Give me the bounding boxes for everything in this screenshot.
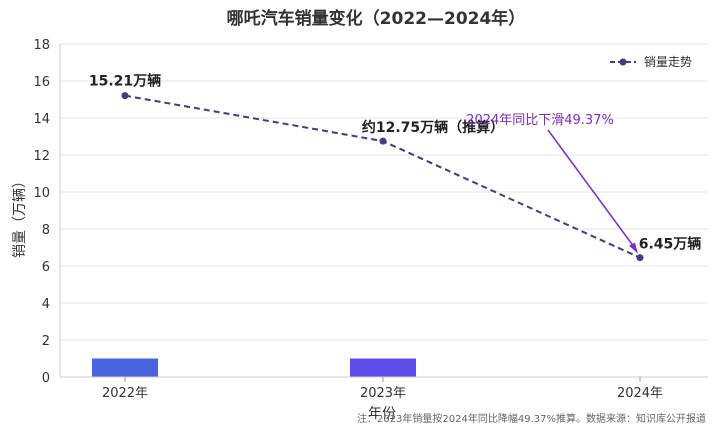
legend-marker (619, 58, 627, 66)
y-tick-label: 8 (42, 223, 50, 238)
legend-entry: 销量走势 (644, 55, 692, 69)
y-tick-label: 16 (33, 75, 50, 90)
annotation-text: 2024年同比下滑49.37% (466, 113, 614, 128)
y-tick-label: 0 (42, 371, 50, 386)
data-label: 15.21万辆 (89, 73, 161, 90)
data-point (636, 254, 644, 262)
y-tick-label: 12 (33, 149, 50, 164)
bar (350, 358, 416, 377)
y-tick-label: 14 (33, 112, 50, 127)
y-tick-label: 10 (33, 186, 50, 201)
x-tick-label: 2024年 (617, 386, 663, 401)
annotation-arrowhead (629, 242, 638, 254)
x-ticks: 2022年 2023年 2024年 (102, 377, 663, 401)
x-tick-label: 2022年 (102, 386, 148, 401)
annotation: 2024年同比下滑49.37% (466, 113, 638, 254)
y-tick-label: 4 (42, 297, 50, 312)
footnote: 注：2023年销量按2024年同比降幅49.37%推算。数据来源：知识库公开报道 (357, 412, 706, 425)
y-ticks: 0 2 4 6 8 10 12 14 16 18 (33, 38, 50, 386)
grid (60, 43, 708, 341)
data-point (379, 137, 387, 145)
y-axis-label: 销量（万辆） (12, 174, 28, 258)
axes (59, 44, 708, 378)
y-tick-label: 18 (33, 38, 50, 53)
y-tick-label: 6 (42, 260, 50, 275)
bars (92, 358, 416, 377)
data-point (121, 92, 129, 100)
legend: 销量走势 (610, 55, 692, 69)
x-axis-label: 年份 (368, 406, 396, 422)
bar (92, 358, 158, 377)
data-label: 6.45万辆 (639, 236, 702, 253)
x-tick-label: 2023年 (360, 386, 406, 401)
y-tick-label: 2 (42, 334, 50, 349)
annotation-arrow (547, 129, 637, 251)
series (121, 92, 644, 262)
chart-title: 哪吒汽车销量变化（2022—2024年） (227, 8, 526, 29)
data-label: 约12.75万辆（推算） (362, 119, 504, 136)
